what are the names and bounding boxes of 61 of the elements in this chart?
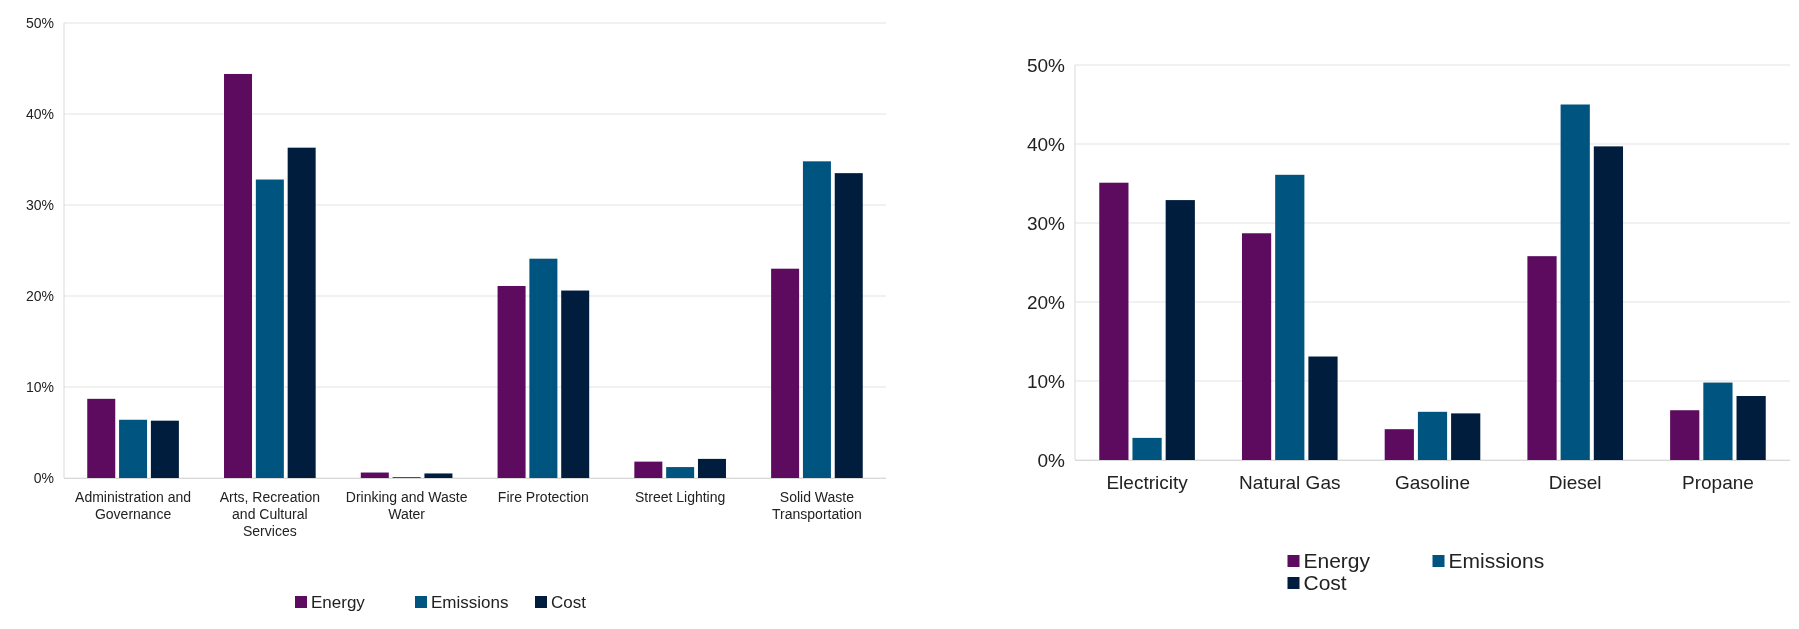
y-tick-label: 10% (25, 378, 54, 395)
bar (697, 458, 726, 478)
bar (1736, 396, 1766, 460)
legend-label: Emissions (431, 592, 509, 612)
bar (497, 285, 526, 478)
x-tick-label: Administration and Governance (75, 489, 192, 522)
x-tick-label: Diesel (1548, 472, 1602, 493)
legend-label: Energy (1303, 549, 1371, 573)
bar (424, 473, 453, 478)
bar (255, 179, 284, 478)
bar (1593, 146, 1624, 460)
y-tick-label: 20% (1026, 291, 1066, 313)
bar (834, 173, 863, 478)
bar (561, 290, 590, 478)
x-tick-label: Propane (1682, 472, 1754, 493)
bar (771, 268, 800, 478)
bar (1132, 437, 1162, 460)
bar (1099, 182, 1129, 460)
bar (1308, 356, 1338, 460)
x-tick-label: Solid Waste Transportation (772, 489, 862, 522)
legend-label: Cost (551, 592, 587, 612)
bar (1703, 382, 1733, 460)
x-tick-label: Fire Protection (497, 489, 589, 505)
x-tick-label: Street Lighting (635, 489, 726, 505)
legend-label: Energy (311, 592, 366, 612)
bar (1417, 411, 1448, 460)
bar (287, 147, 316, 478)
legend-label: Emissions (1448, 549, 1545, 573)
bar (119, 419, 148, 478)
y-tick-label: 40% (1026, 133, 1066, 155)
x-tick-label: Natural Gas (1239, 472, 1341, 493)
bar (360, 472, 389, 478)
x-tick-label: Drinking and Waste Water (345, 489, 468, 522)
bar (1165, 200, 1195, 460)
x-tick-label: Arts, Recreation and Cultural Services (219, 489, 321, 539)
bar (224, 73, 253, 478)
bar (1451, 413, 1481, 460)
bar (150, 420, 179, 478)
y-tick-label: 0% (1037, 449, 1066, 471)
bar (802, 161, 831, 478)
bar (1560, 104, 1590, 460)
x-tick-label: Electricity (1106, 472, 1189, 493)
y-tick-label: 20% (25, 287, 54, 304)
y-tick-label: 50% (25, 14, 54, 31)
bar (87, 398, 116, 478)
bar (1275, 174, 1305, 460)
y-tick-label: 30% (25, 196, 54, 213)
y-tick-label: 10% (1026, 370, 1066, 392)
bar (1527, 256, 1557, 460)
y-tick-label: 30% (1026, 212, 1066, 234)
bar (1384, 429, 1414, 460)
bar (1241, 233, 1272, 460)
legend-label: Cost (1303, 571, 1347, 595)
y-tick-label: 40% (25, 105, 54, 122)
y-tick-label: 0% (33, 469, 54, 486)
y-tick-label: 50% (1026, 54, 1066, 76)
bar (1670, 410, 1700, 460)
bar (529, 258, 558, 478)
bar (634, 461, 663, 478)
x-tick-label: Gasoline (1395, 472, 1470, 493)
bar (666, 467, 695, 478)
